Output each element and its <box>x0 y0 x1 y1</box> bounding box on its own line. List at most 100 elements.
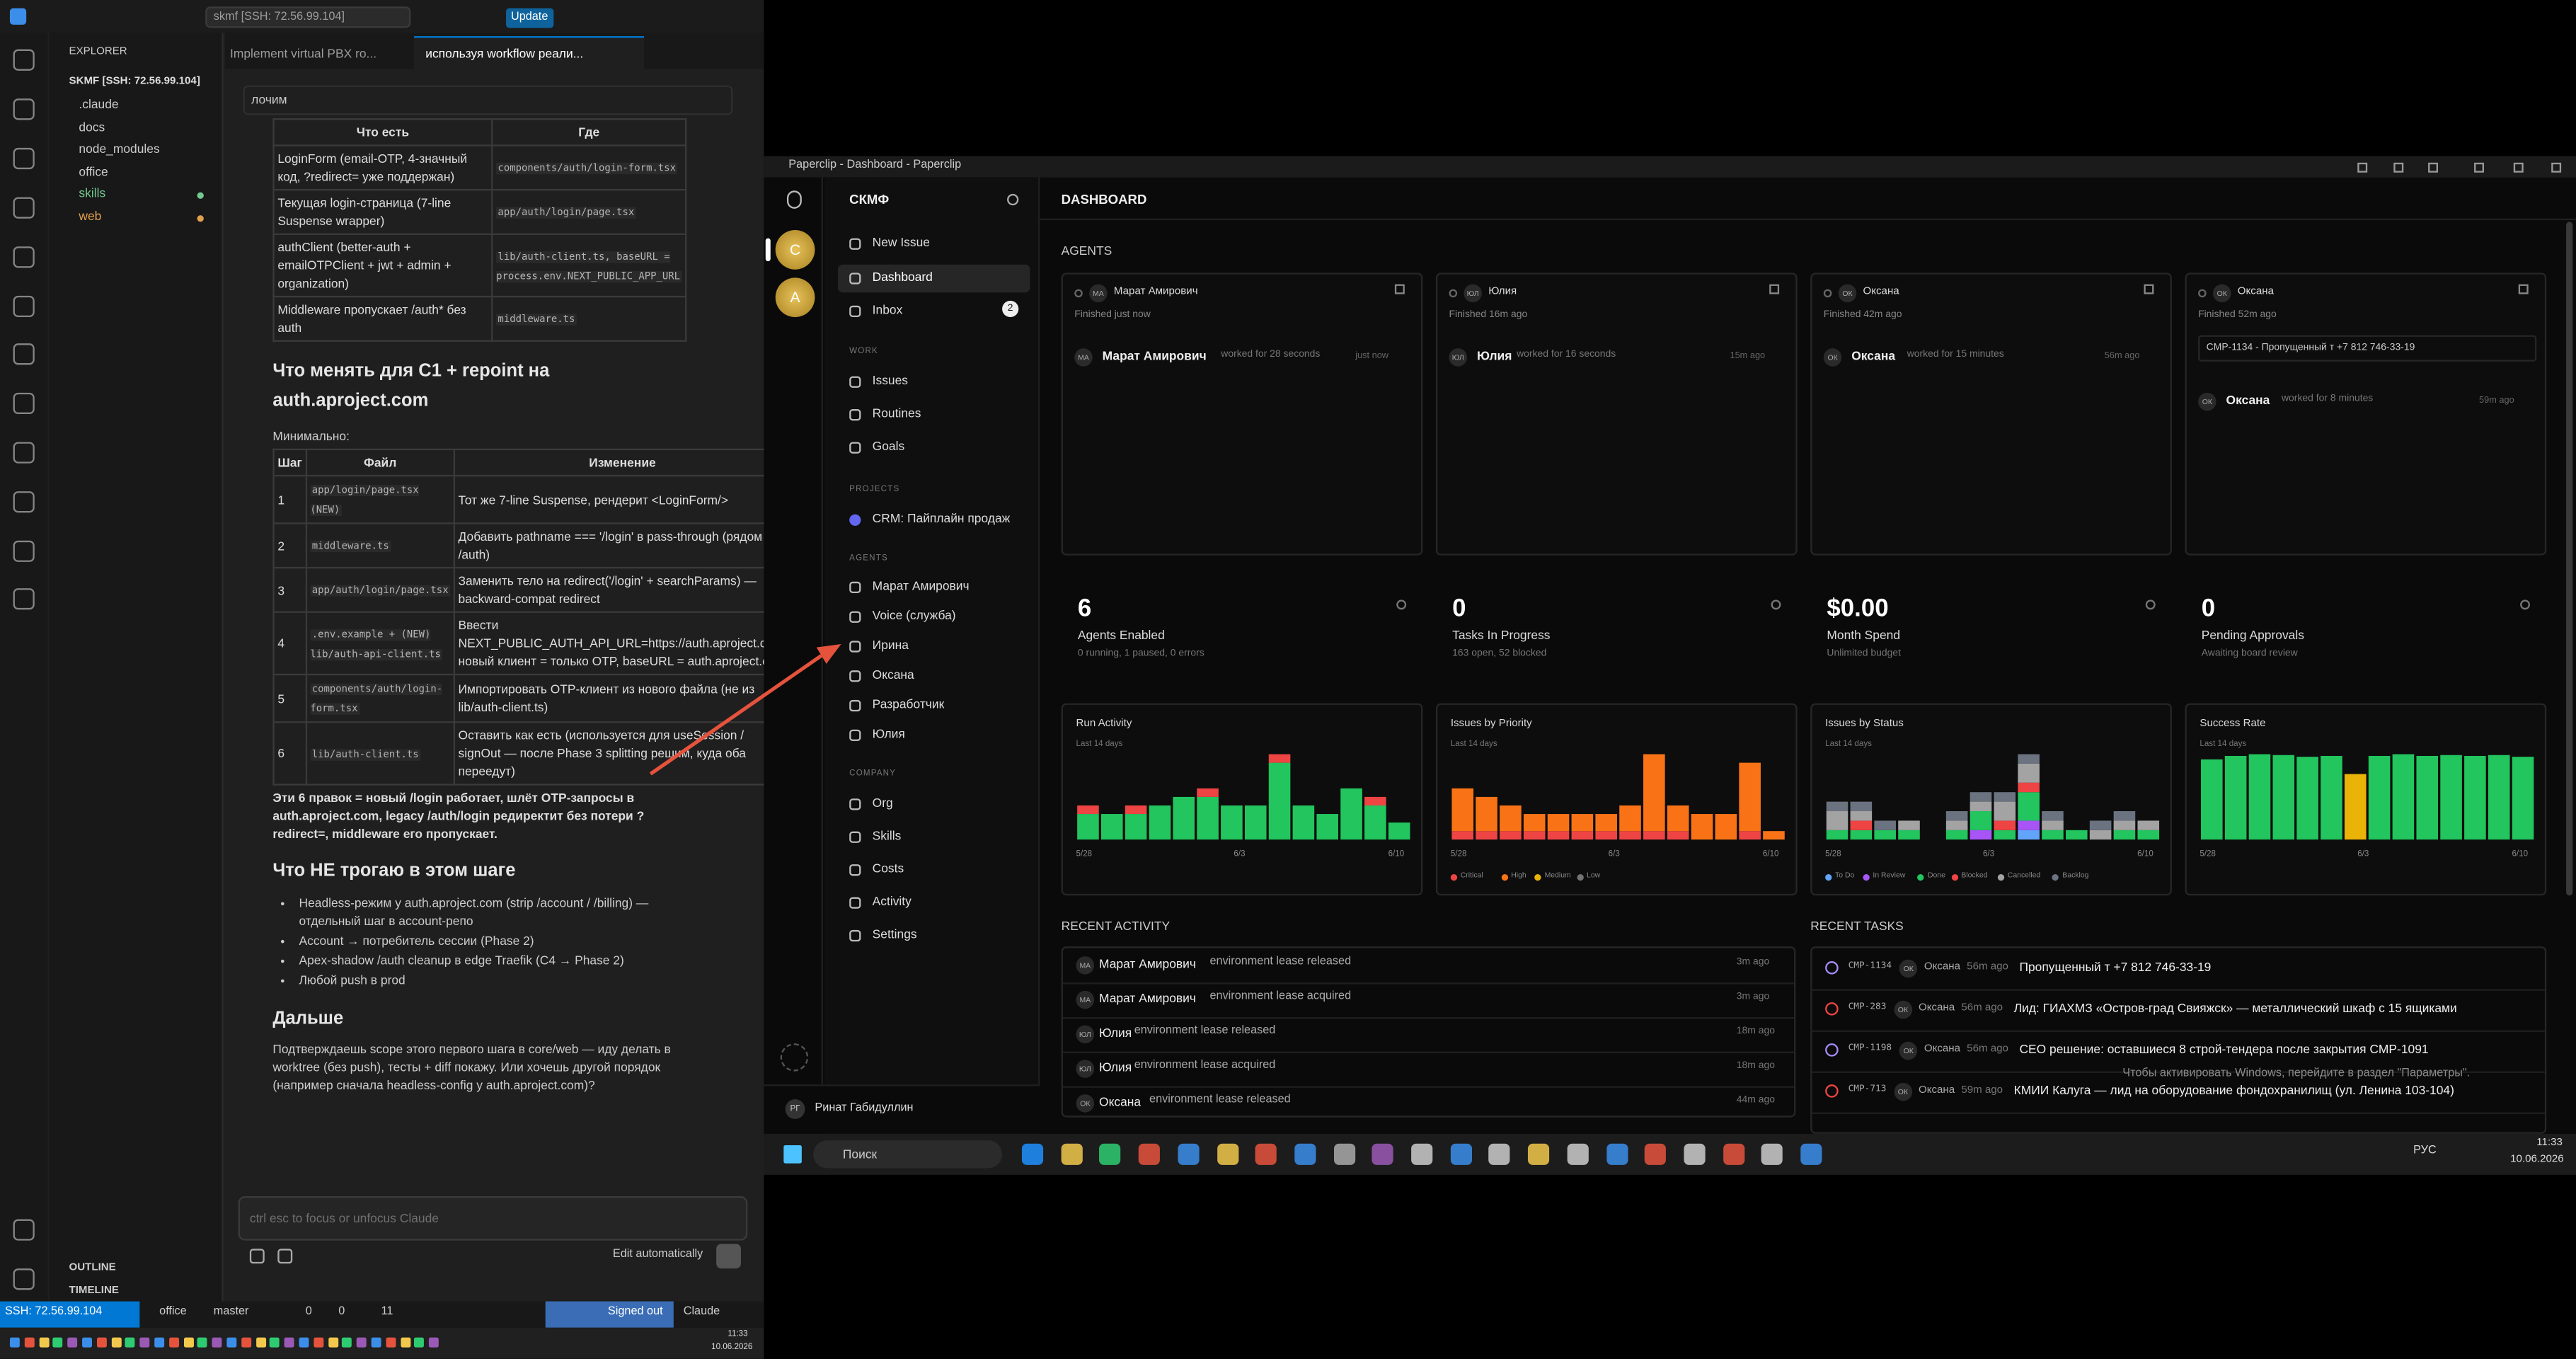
explorer-item[interactable]: docs <box>79 119 105 134</box>
status-item[interactable]: master <box>213 1306 249 1318</box>
agent-card[interactable]: ОК Оксана Finished 42m ago ОК Оксана worked f… <box>1810 273 2172 556</box>
command-button[interactable] <box>277 1249 293 1264</box>
company-avatar[interactable]: С <box>775 230 815 270</box>
window-control-icon[interactable] <box>2513 162 2524 173</box>
nav-icon[interactable] <box>849 611 861 623</box>
taskbar-icon[interactable] <box>212 1337 222 1348</box>
task-title[interactable]: КМИИ Калуга — лид на оборудование фондох… <box>2013 1082 2454 1098</box>
open-link-icon[interactable] <box>2144 284 2154 294</box>
timeline-section[interactable]: TIMELINE <box>69 1285 119 1297</box>
taskbar-icon[interactable] <box>1177 1143 1200 1165</box>
task-title[interactable]: СЕО решение: оставшиеся 8 строй-тендера … <box>2019 1041 2429 1057</box>
window-control-icon[interactable] <box>2393 162 2404 173</box>
activity-icon[interactable] <box>13 197 35 219</box>
start-button[interactable] <box>783 1145 802 1164</box>
taskbar-icon[interactable] <box>226 1337 237 1348</box>
agent-card[interactable]: МА Марат Амирович Finished just now МА Марат… <box>1061 273 1423 556</box>
activity-icon[interactable] <box>13 540 35 562</box>
status-item[interactable]: office <box>159 1306 187 1318</box>
open-link-icon[interactable] <box>1769 284 1780 294</box>
clock-date[interactable]: 10.06.2026 <box>2510 1153 2564 1165</box>
taskbar-icon[interactable] <box>53 1337 64 1348</box>
explorer-item[interactable]: office <box>79 163 108 178</box>
taskbar-icon[interactable] <box>357 1337 367 1348</box>
add-company-button[interactable] <box>780 1043 809 1072</box>
agent-card[interactable]: ОК Оксана Finished 52m ago CMP-1134 - Пропу… <box>2185 273 2547 556</box>
task-id[interactable]: CMP-283 <box>1848 1002 1887 1013</box>
status-item[interactable]: Signed out <box>607 1306 663 1318</box>
taskbar-icon[interactable] <box>270 1337 280 1348</box>
nav-item[interactable]: Dashboard <box>872 269 933 285</box>
nav-icon[interactable] <box>849 929 861 942</box>
status-item[interactable]: 11 <box>381 1306 393 1318</box>
taskbar-icon[interactable] <box>1450 1143 1472 1165</box>
nav-icon[interactable] <box>849 273 861 285</box>
nav-icon[interactable] <box>849 305 861 318</box>
window-control-icon[interactable] <box>2428 162 2439 173</box>
nav-icon[interactable] <box>849 442 861 454</box>
taskbar-icon[interactable] <box>371 1337 381 1348</box>
nav-icon[interactable] <box>849 729 861 741</box>
taskbar-icon[interactable] <box>328 1337 338 1348</box>
taskbar-icon[interactable] <box>1138 1143 1161 1165</box>
activity-icon[interactable] <box>13 147 35 170</box>
outline-section[interactable]: OUTLINE <box>69 1261 116 1274</box>
stat-icon[interactable] <box>1396 600 1407 610</box>
taskbar-icon[interactable] <box>342 1337 352 1348</box>
window-control-icon[interactable] <box>2357 162 2368 173</box>
nav-icon[interactable] <box>849 831 861 843</box>
task-title[interactable]: Лид: ГИАХМЗ «Остров-град Свияжск» — мета… <box>2013 1000 2457 1016</box>
update-button[interactable]: Update <box>506 8 553 28</box>
search-icon[interactable] <box>1007 193 1019 206</box>
nav-item[interactable]: Разработчик <box>872 696 945 712</box>
nav-item[interactable]: New Issue <box>872 234 930 250</box>
taskbar-icon[interactable] <box>1411 1143 1433 1165</box>
taskbar-icon[interactable] <box>1723 1143 1744 1165</box>
explorer-item[interactable]: .claude <box>79 96 119 112</box>
activity-icon[interactable] <box>13 588 35 610</box>
agent-task[interactable]: CMP-1134 - Пропущенный т +7 812 746-33-1… <box>2198 335 2537 362</box>
nav-item[interactable]: Voice (служба) <box>872 607 956 623</box>
open-link-icon[interactable] <box>1394 284 1405 294</box>
nav-item[interactable]: Routines <box>872 406 921 421</box>
taskbar-icon[interactable] <box>1217 1143 1238 1165</box>
nav-item[interactable]: Org <box>872 795 893 810</box>
nav-item[interactable]: Inbox <box>872 302 903 318</box>
explorer-item[interactable]: skills <box>79 185 106 201</box>
status-item[interactable]: Claude <box>683 1306 720 1318</box>
taskbar-icon[interactable] <box>284 1337 294 1348</box>
nav-icon[interactable] <box>849 897 861 909</box>
explorer-root[interactable]: SKMF [SSH: 72.56.99.104] <box>69 75 200 88</box>
stat-icon[interactable] <box>1771 600 1781 610</box>
taskbar-icon[interactable] <box>386 1337 396 1348</box>
nav-icon[interactable] <box>849 699 861 712</box>
task-status-icon[interactable] <box>1825 1043 1839 1057</box>
taskbar-icon[interactable] <box>139 1337 150 1348</box>
explorer-item[interactable]: web <box>79 207 102 223</box>
clock-time[interactable]: 11:33 <box>2536 1137 2563 1149</box>
nav-item[interactable]: Goals <box>872 438 905 454</box>
add-button[interactable] <box>249 1249 265 1264</box>
activity-icon[interactable] <box>13 1268 35 1290</box>
nav-item[interactable]: Оксана <box>872 667 914 682</box>
nav-item[interactable]: Issues <box>872 372 909 388</box>
activity-icon[interactable] <box>13 98 35 120</box>
task-id[interactable]: CMP-1134 <box>1848 961 1892 971</box>
status-item[interactable]: 0 <box>305 1306 312 1318</box>
taskbar-icon[interactable] <box>1800 1143 1822 1165</box>
window-control-icon[interactable] <box>2474 162 2485 173</box>
activity-icon[interactable] <box>13 392 35 415</box>
taskbar-icon[interactable] <box>1099 1143 1122 1165</box>
status-item[interactable]: SSH: 72.56.99.104 <box>4 1306 103 1318</box>
taskbar-icon[interactable] <box>168 1337 179 1348</box>
taskbar-icon[interactable] <box>125 1337 136 1348</box>
activity-icon[interactable] <box>13 246 35 268</box>
nav-icon[interactable] <box>849 238 861 250</box>
open-link-icon[interactable] <box>2518 284 2529 294</box>
nav-item[interactable]: Юлия <box>872 726 905 741</box>
activity-icon[interactable] <box>13 295 35 318</box>
activity-icon[interactable] <box>13 343 35 365</box>
nav-icon[interactable] <box>849 376 861 388</box>
activity-icon[interactable] <box>13 49 35 71</box>
nav-item[interactable]: Settings <box>872 927 917 942</box>
